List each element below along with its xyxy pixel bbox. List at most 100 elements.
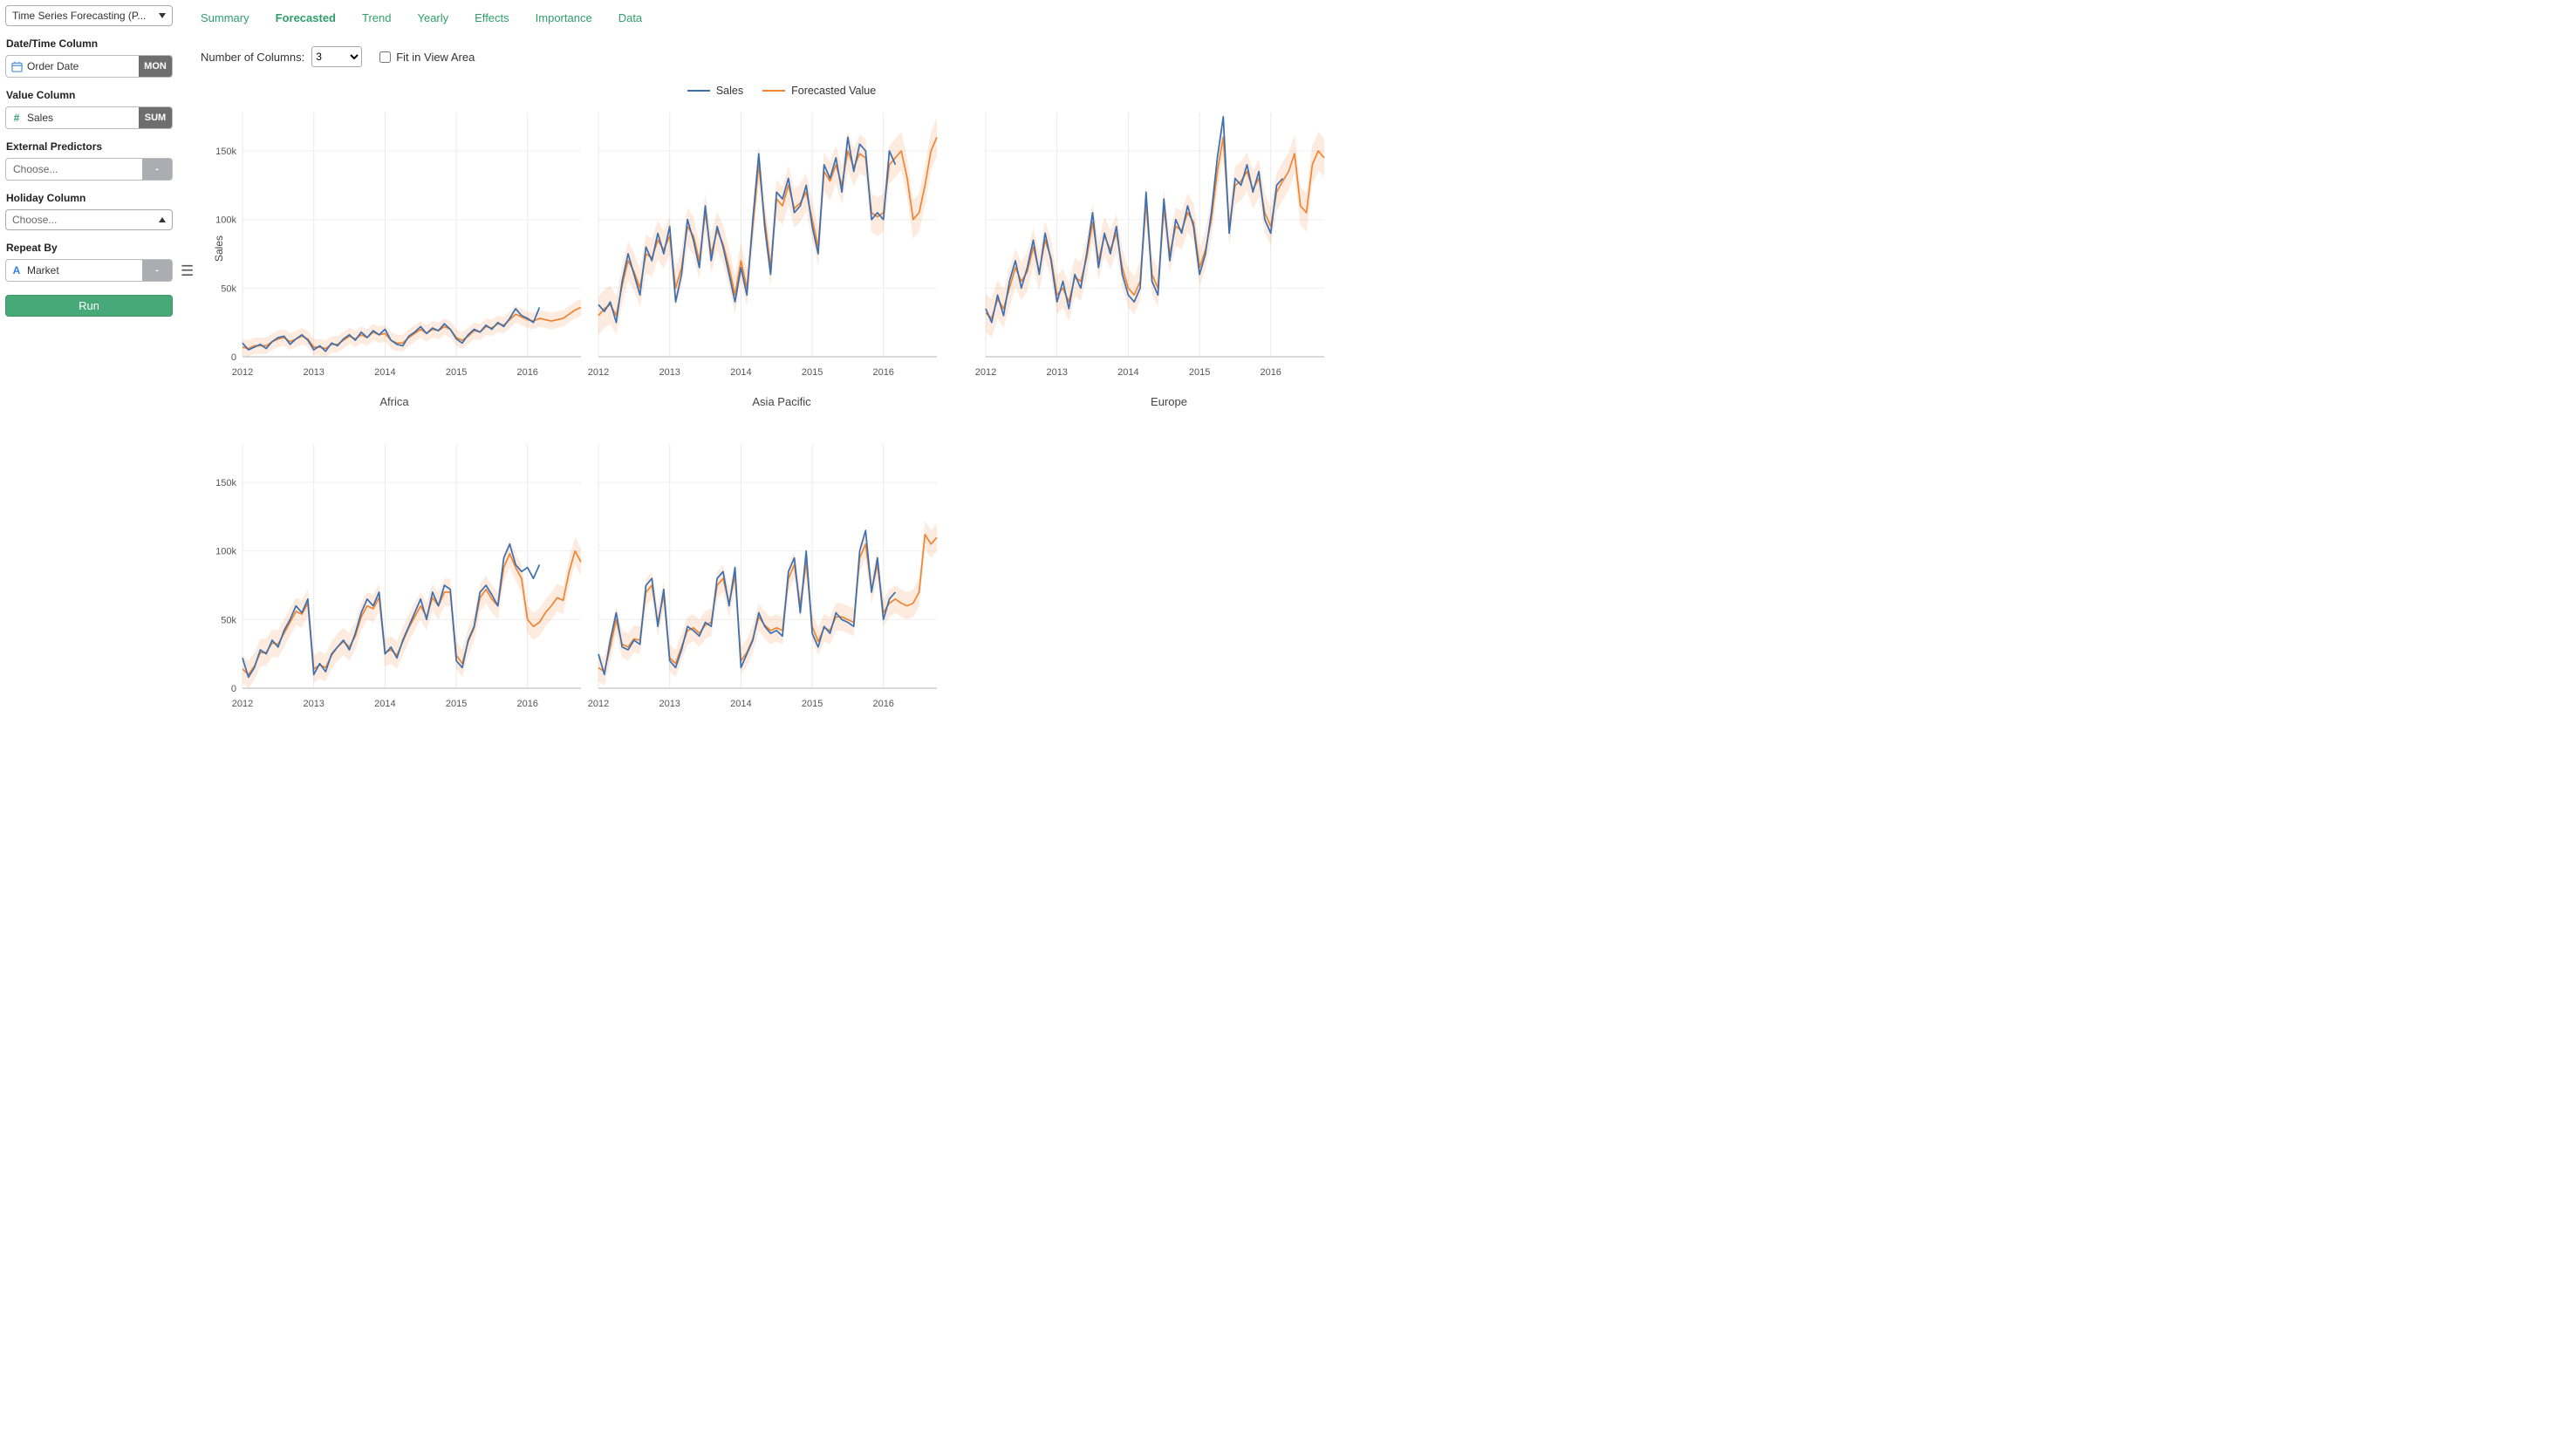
date-column-value: Order Date: [27, 60, 79, 72]
chart-title-africa: Africa: [379, 395, 409, 408]
svg-text:2014: 2014: [1117, 367, 1138, 378]
value-column-value: Sales: [27, 112, 54, 124]
y-axis-title: Sales: [213, 235, 225, 262]
external-predictors-value: Choose...: [13, 163, 58, 175]
main-area: Summary Forecasted Trend Yearly Effects …: [201, 0, 1368, 741]
holiday-column-label: Holiday Column: [6, 192, 86, 204]
calendar-icon: [6, 61, 27, 72]
chart-cell-europe: 2012 2013 2014 2015 2016 Europe: [975, 102, 1363, 409]
chart-cell-row2-col1: 2012 2013 2014 2015 2016 0 50k 100k 150k: [201, 434, 588, 741]
chart-cell-asia-pacific: 2012 2013 2014 2015 2016 Asia Pacific: [588, 102, 975, 409]
sales-line-swatch: [687, 90, 710, 92]
hash-icon: #: [13, 112, 20, 124]
date-column-input[interactable]: Order Date MON: [5, 55, 173, 78]
external-predictors-label: External Predictors: [6, 140, 103, 153]
svg-text:0: 0: [231, 684, 236, 694]
date-period-button[interactable]: MON: [139, 56, 172, 77]
run-button[interactable]: Run: [5, 295, 173, 317]
tab-yearly[interactable]: Yearly: [417, 11, 449, 24]
value-column-label: Value Column: [6, 89, 76, 101]
forecast-line-swatch: [762, 90, 786, 92]
svg-text:2012: 2012: [588, 699, 609, 709]
svg-text:2013: 2013: [303, 367, 324, 378]
holiday-column-value: Choose...: [12, 214, 58, 226]
svg-text:50k: 50k: [221, 615, 236, 625]
chart-cell-row2-col2: 2012 2013 2014 2015 2016: [588, 434, 975, 741]
chart-cell-africa: 2012 2013 2014 2015 2016 0 50k 100k 150k Africa: [201, 102, 588, 409]
legend-sales-label: Sales: [715, 85, 744, 97]
number-of-columns-label: Number of Columns:: [201, 50, 305, 64]
svg-text:2014: 2014: [730, 699, 751, 709]
repeat-by-row: A Market - ☰: [5, 259, 197, 282]
svg-text:100k: 100k: [215, 547, 236, 557]
analytics-type-value: Time Series Forecasting (P...: [12, 10, 147, 22]
analytics-type-select[interactable]: Time Series Forecasting (P...: [5, 5, 173, 26]
tab-forecasted[interactable]: Forecasted: [275, 11, 336, 24]
fit-in-view-area-checkbox[interactable]: [379, 51, 392, 63]
svg-text:2016: 2016: [872, 699, 893, 709]
repeat-by-value: Market: [27, 264, 59, 277]
number-of-columns-select[interactable]: 3: [311, 46, 363, 67]
chart-legend: Sales Forecasted Value: [201, 85, 1363, 97]
row2-col1-forecast-chart: 2012 2013 2014 2015 2016 0 50k 100k 150k: [215, 444, 582, 709]
tab-importance[interactable]: Importance: [535, 11, 592, 24]
svg-text:0: 0: [231, 352, 236, 363]
aggregate-button[interactable]: SUM: [139, 107, 172, 128]
svg-text:2013: 2013: [1046, 367, 1067, 378]
svg-text:2016: 2016: [1260, 367, 1281, 378]
value-column-input[interactable]: # Sales SUM: [5, 106, 173, 129]
legend-item-sales[interactable]: Sales: [687, 85, 743, 97]
svg-text:2015: 2015: [1189, 367, 1210, 378]
svg-text:2012: 2012: [232, 367, 253, 378]
svg-text:2014: 2014: [374, 367, 395, 378]
svg-text:2015: 2015: [446, 699, 467, 709]
svg-text:2012: 2012: [588, 367, 609, 378]
text-a-icon: A: [12, 264, 21, 277]
chart-cell-empty: [975, 434, 1363, 741]
svg-text:2012: 2012: [232, 699, 253, 709]
chart-controls: Number of Columns: 3 Fit in View Area: [201, 46, 1368, 67]
legend-item-forecasted[interactable]: Forecasted Value: [762, 85, 876, 97]
row2-col2-forecast-chart: 2012 2013 2014 2015 2016: [588, 444, 938, 709]
repeat-by-input[interactable]: A Market -: [5, 259, 173, 282]
svg-text:2013: 2013: [303, 699, 324, 709]
chevron-up-icon: [159, 217, 166, 222]
repeat-by-label: Repeat By: [6, 242, 58, 254]
tab-trend[interactable]: Trend: [362, 11, 392, 24]
chart-title-asia-pacific: Asia Pacific: [752, 395, 811, 408]
svg-text:2012: 2012: [975, 367, 996, 378]
europe-forecast-chart: 2012 2013 2014 2015 2016: [975, 113, 1325, 378]
chart-title-europe: Europe: [1151, 395, 1187, 408]
svg-text:2014: 2014: [374, 699, 395, 709]
tab-summary[interactable]: Summary: [201, 11, 249, 24]
external-predictors-input[interactable]: Choose... -: [5, 158, 173, 181]
svg-text:2013: 2013: [659, 367, 680, 378]
repeat-by-minus-button[interactable]: -: [142, 260, 172, 281]
africa-forecast-chart: 2012 2013 2014 2015 2016 0 50k 100k 150k: [215, 113, 582, 378]
svg-text:2014: 2014: [730, 367, 751, 378]
fit-in-view-area-label: Fit in View Area: [396, 50, 475, 64]
sidebar: Time Series Forecasting (P... Date/Time …: [5, 5, 197, 317]
hamburger-menu-icon[interactable]: ☰: [181, 262, 195, 279]
external-predictors-minus-button[interactable]: -: [142, 159, 172, 180]
svg-text:100k: 100k: [215, 215, 236, 226]
svg-text:2016: 2016: [516, 699, 537, 709]
svg-text:2016: 2016: [872, 367, 893, 378]
svg-text:150k: 150k: [215, 478, 236, 488]
chevron-down-icon: [159, 13, 166, 18]
date-column-label: Date/Time Column: [6, 38, 99, 50]
asia-pacific-forecast-chart: 2012 2013 2014 2015 2016: [588, 113, 938, 378]
fit-in-view-area: Fit in View Area: [379, 51, 475, 64]
svg-text:2015: 2015: [802, 367, 823, 378]
tab-data[interactable]: Data: [618, 11, 643, 24]
holiday-column-select[interactable]: Choose...: [5, 209, 173, 230]
tab-effects[interactable]: Effects: [475, 11, 509, 24]
charts-grid: 2012 2013 2014 2015 2016 0 50k 100k 150k Africa …: [201, 102, 1368, 741]
tab-bar: Summary Forecasted Trend Yearly Effects …: [201, 0, 1368, 24]
legend-forecasted-label: Forecasted Value: [791, 85, 877, 97]
svg-text:2015: 2015: [802, 699, 823, 709]
svg-text:2015: 2015: [446, 367, 467, 378]
svg-text:150k: 150k: [215, 147, 236, 157]
svg-text:2016: 2016: [516, 367, 537, 378]
svg-text:2013: 2013: [659, 699, 680, 709]
